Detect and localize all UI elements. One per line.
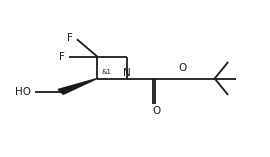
Text: O: O bbox=[153, 106, 161, 116]
Text: N: N bbox=[123, 68, 131, 78]
Text: O: O bbox=[178, 63, 186, 73]
Text: F: F bbox=[67, 33, 73, 43]
Text: &1: &1 bbox=[101, 69, 111, 75]
Text: F: F bbox=[59, 51, 65, 62]
Polygon shape bbox=[58, 78, 97, 94]
Text: HO: HO bbox=[15, 87, 31, 97]
